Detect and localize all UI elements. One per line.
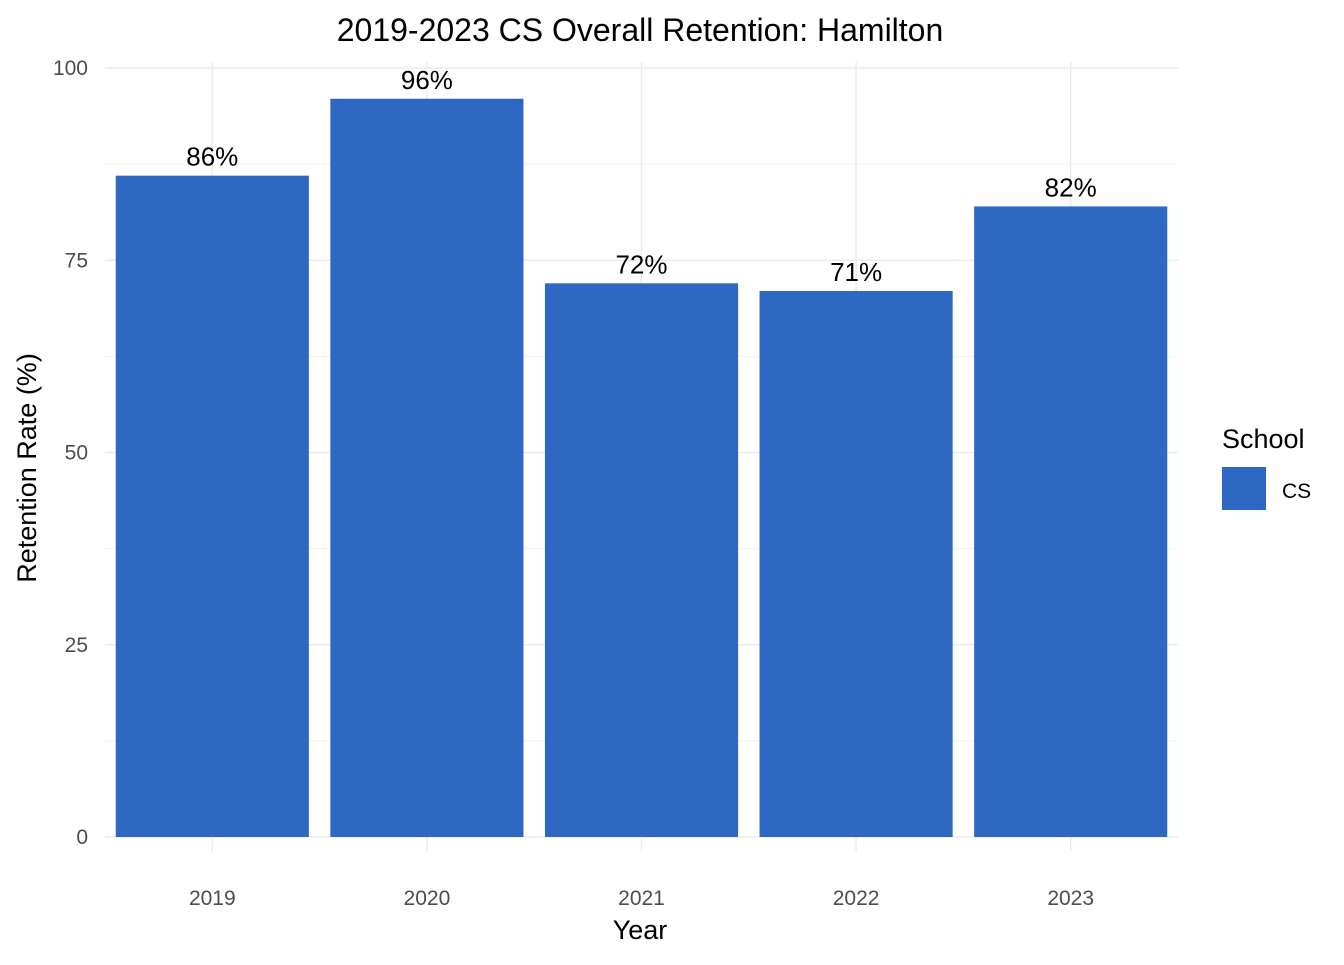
chart-title: 2019-2023 CS Overall Retention: Hamilton — [337, 12, 944, 48]
bar — [974, 206, 1168, 838]
y-tick-label: 50 — [65, 442, 88, 465]
legend-key-cs — [1222, 467, 1266, 510]
bar-layer — [115, 98, 1168, 838]
legend: School CS — [1222, 424, 1311, 510]
bar — [544, 283, 739, 837]
x-axis-title: Year — [613, 915, 668, 945]
bar-value-label: 71% — [830, 257, 882, 287]
bar — [759, 291, 953, 837]
x-tick-label: 2019 — [189, 887, 236, 910]
bar — [115, 175, 309, 837]
data-label-layer: 86% 96% 72% 71% 82% — [186, 65, 1096, 287]
x-tick-label: 2023 — [1047, 887, 1094, 910]
y-tick-label: 100 — [53, 57, 88, 80]
y-tick-label: 25 — [65, 634, 88, 657]
bar-value-label: 86% — [186, 142, 238, 172]
y-tick-label: 75 — [65, 249, 88, 272]
legend-title: School — [1222, 424, 1305, 454]
legend-label-cs: CS — [1282, 480, 1311, 503]
y-tick-label: 0 — [76, 826, 88, 849]
bar-value-label: 72% — [615, 249, 667, 279]
bar-value-label: 96% — [401, 65, 453, 95]
bar — [330, 98, 524, 837]
y-axis-title: Retention Rate (%) — [12, 353, 42, 583]
bar-value-label: 82% — [1045, 172, 1097, 202]
x-tick-label: 2021 — [618, 887, 665, 910]
x-tick-label: 2022 — [833, 887, 880, 910]
x-tick-label: 2020 — [404, 887, 451, 910]
tick-label-layer: 0 25 50 75 100 2019 2020 2021 2022 2023 — [53, 57, 1094, 910]
